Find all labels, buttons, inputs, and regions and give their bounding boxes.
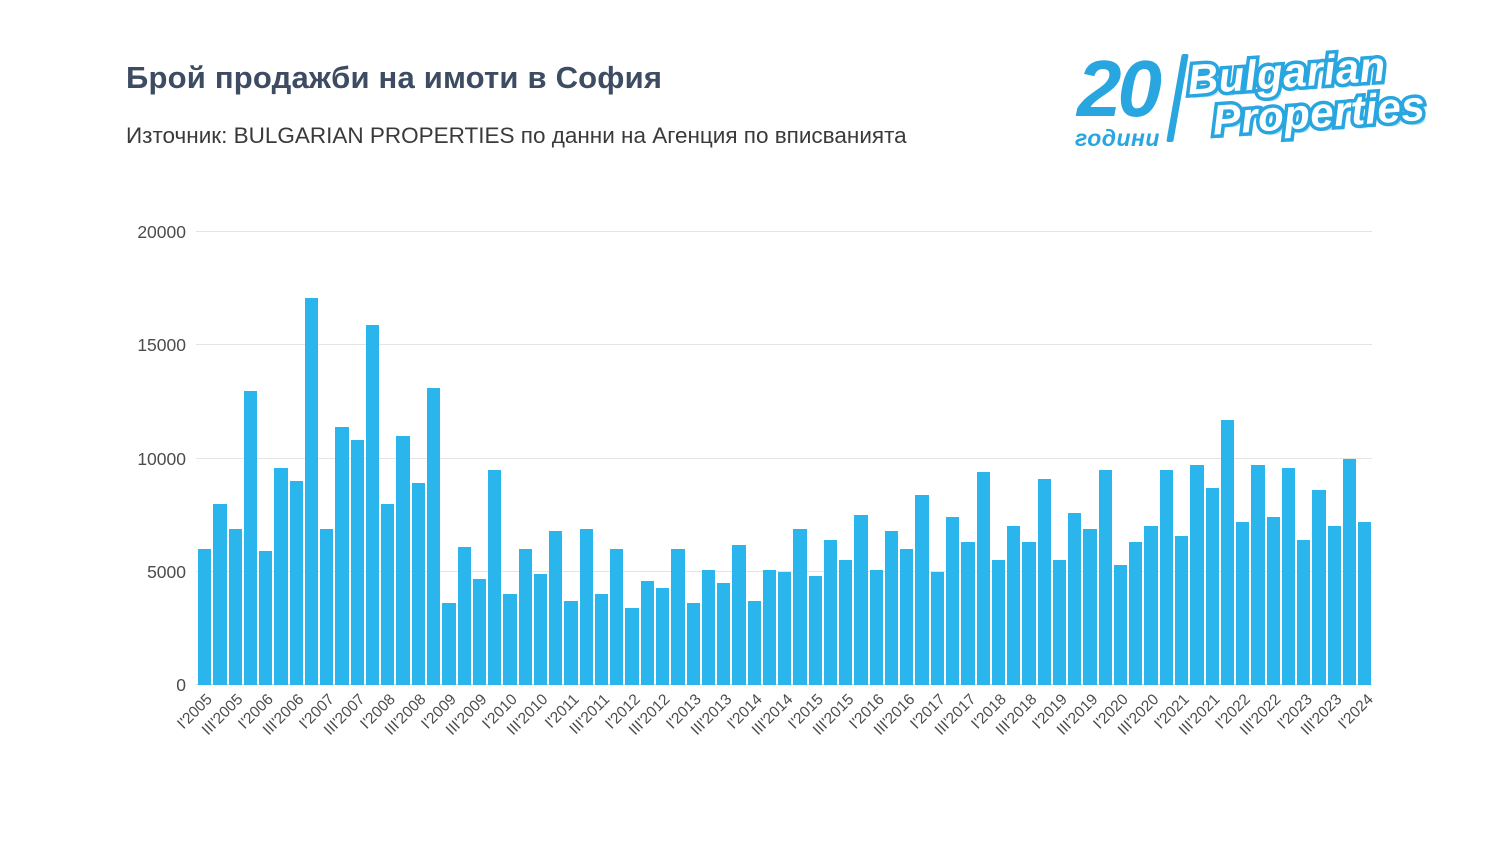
- bar-IV'2014: [793, 528, 807, 685]
- bar-II'2008: [396, 435, 410, 685]
- bar-II'2019: [1068, 512, 1082, 685]
- y-tick-10000: 10000: [137, 448, 186, 469]
- gridline-10000: [196, 457, 1372, 459]
- bar-I'2024: [1358, 521, 1372, 685]
- bar-II'2021: [1190, 465, 1204, 685]
- bar-IV'2021: [1220, 420, 1235, 685]
- bar-III'2020: [1144, 526, 1158, 685]
- bar-I'2022: [1236, 521, 1250, 685]
- y-axis: 0 5000 10000 15000 20000: [100, 222, 186, 695]
- bar-IV'2013: [732, 544, 746, 685]
- bar-III'2012: [655, 587, 670, 685]
- bar-II'2009: [457, 546, 471, 685]
- bar-I'2010: [503, 594, 517, 685]
- bar-IV'2010: [549, 530, 563, 685]
- bar-I'2006: [259, 551, 273, 685]
- bar-IV'2005: [243, 390, 258, 685]
- gridline-20000: [196, 231, 1372, 232]
- bar-II'2016: [884, 530, 899, 685]
- bar-I'2023: [1297, 540, 1311, 685]
- bar-II'2013: [701, 569, 716, 685]
- bar-I'2017: [930, 571, 945, 685]
- bar-II'2017: [946, 517, 960, 685]
- bar-I'2007: [320, 528, 334, 685]
- bulgarian-properties-logo: 20 години Bulgarian Properties: [1075, 39, 1430, 152]
- y-tick-5000: 5000: [147, 561, 186, 582]
- bar-II'2014: [762, 569, 777, 685]
- bar-IV'2023: [1342, 458, 1357, 685]
- bar-III'2010: [533, 574, 548, 685]
- bar-III'2013: [717, 583, 731, 685]
- bar-IV'2011: [610, 549, 624, 685]
- bar-I'2021: [1175, 535, 1189, 685]
- bar-I'2015: [808, 576, 822, 685]
- bar-II'2007: [335, 426, 349, 685]
- bar-IV'2020: [1159, 469, 1173, 685]
- bar-II'2011: [579, 528, 593, 685]
- logo-20-years: 20 години: [1075, 44, 1162, 152]
- bar-III'2022: [1266, 517, 1280, 685]
- x-tick-I'2024: I'2024: [1334, 691, 1377, 733]
- bar-IV'2017: [976, 472, 990, 685]
- bar-IV'2016: [915, 494, 929, 685]
- bar-I'2016: [869, 569, 883, 685]
- bar-II'2020: [1129, 542, 1143, 685]
- bar-III'2015: [839, 560, 853, 685]
- x-axis-labels: I'2005 III'2005 I'2006 III'2006 I'2007 III'20…: [174, 691, 1376, 801]
- bar-III'2023: [1327, 526, 1341, 685]
- bar-III'2007: [350, 440, 364, 685]
- bar-II'2018: [1007, 526, 1021, 685]
- bar-III'2016: [900, 549, 914, 685]
- y-tick-0: 0: [176, 675, 186, 695]
- bar-III'2018: [1022, 542, 1036, 685]
- bar-I'2012: [625, 608, 639, 685]
- bar-III'2017: [961, 542, 975, 685]
- bar-IV'2018: [1037, 478, 1051, 685]
- gridline-5000: [196, 570, 1372, 572]
- bar-IV'2007: [365, 324, 380, 685]
- bar-II'2012: [640, 580, 654, 685]
- bars-container: [198, 232, 1372, 685]
- header: Брой продажби на имоти в София Източник:…: [126, 60, 907, 149]
- bar-I'2009: [442, 603, 456, 685]
- bar-I'2019: [1052, 560, 1067, 685]
- bar-IV'2006: [304, 297, 319, 685]
- bar-IV'2008: [426, 388, 441, 685]
- gridline-15000: [196, 344, 1372, 346]
- bar-I'2020: [1113, 564, 1128, 685]
- bar-III'2006: [289, 481, 303, 685]
- plot-area: [196, 231, 1372, 685]
- bar-II'2006: [274, 467, 288, 685]
- bar-III'2008: [411, 483, 425, 685]
- logo-years-label: години: [1075, 124, 1160, 151]
- bar-II'2005: [213, 503, 227, 685]
- bar-I'2014: [747, 601, 761, 685]
- bar-III'2011: [594, 594, 609, 685]
- bar-III'2019: [1083, 528, 1097, 685]
- bar-I'2011: [564, 601, 578, 685]
- bar-IV'2012: [671, 549, 685, 685]
- bar-IV'2015: [854, 515, 868, 685]
- bar-II'2015: [823, 540, 838, 685]
- bar-I'2013: [686, 603, 700, 685]
- bar-III'2005: [228, 528, 242, 685]
- bar-II'2010: [518, 549, 532, 685]
- bar-II'2023: [1312, 490, 1326, 685]
- bar-III'2021: [1205, 487, 1219, 685]
- bar-IV'2009: [488, 469, 502, 685]
- bar-IV'2019: [1098, 469, 1112, 685]
- page-title: Брой продажби на имоти в София: [126, 60, 663, 95]
- bar-II'2022: [1251, 465, 1265, 685]
- logo-20-number: 20: [1076, 44, 1162, 133]
- chart-source-text: Източник: BULGARIAN PROPERTIES по данни …: [126, 123, 907, 148]
- bar-I'2008: [381, 503, 395, 685]
- bar-I'2005: [198, 549, 212, 685]
- bar-I'2018: [991, 560, 1006, 685]
- bar-III'2014: [778, 571, 792, 685]
- y-tick-20000: 20000: [137, 222, 186, 242]
- y-tick-15000: 15000: [137, 335, 186, 356]
- bar-IV'2022: [1281, 467, 1296, 685]
- bar-III'2009: [472, 578, 487, 685]
